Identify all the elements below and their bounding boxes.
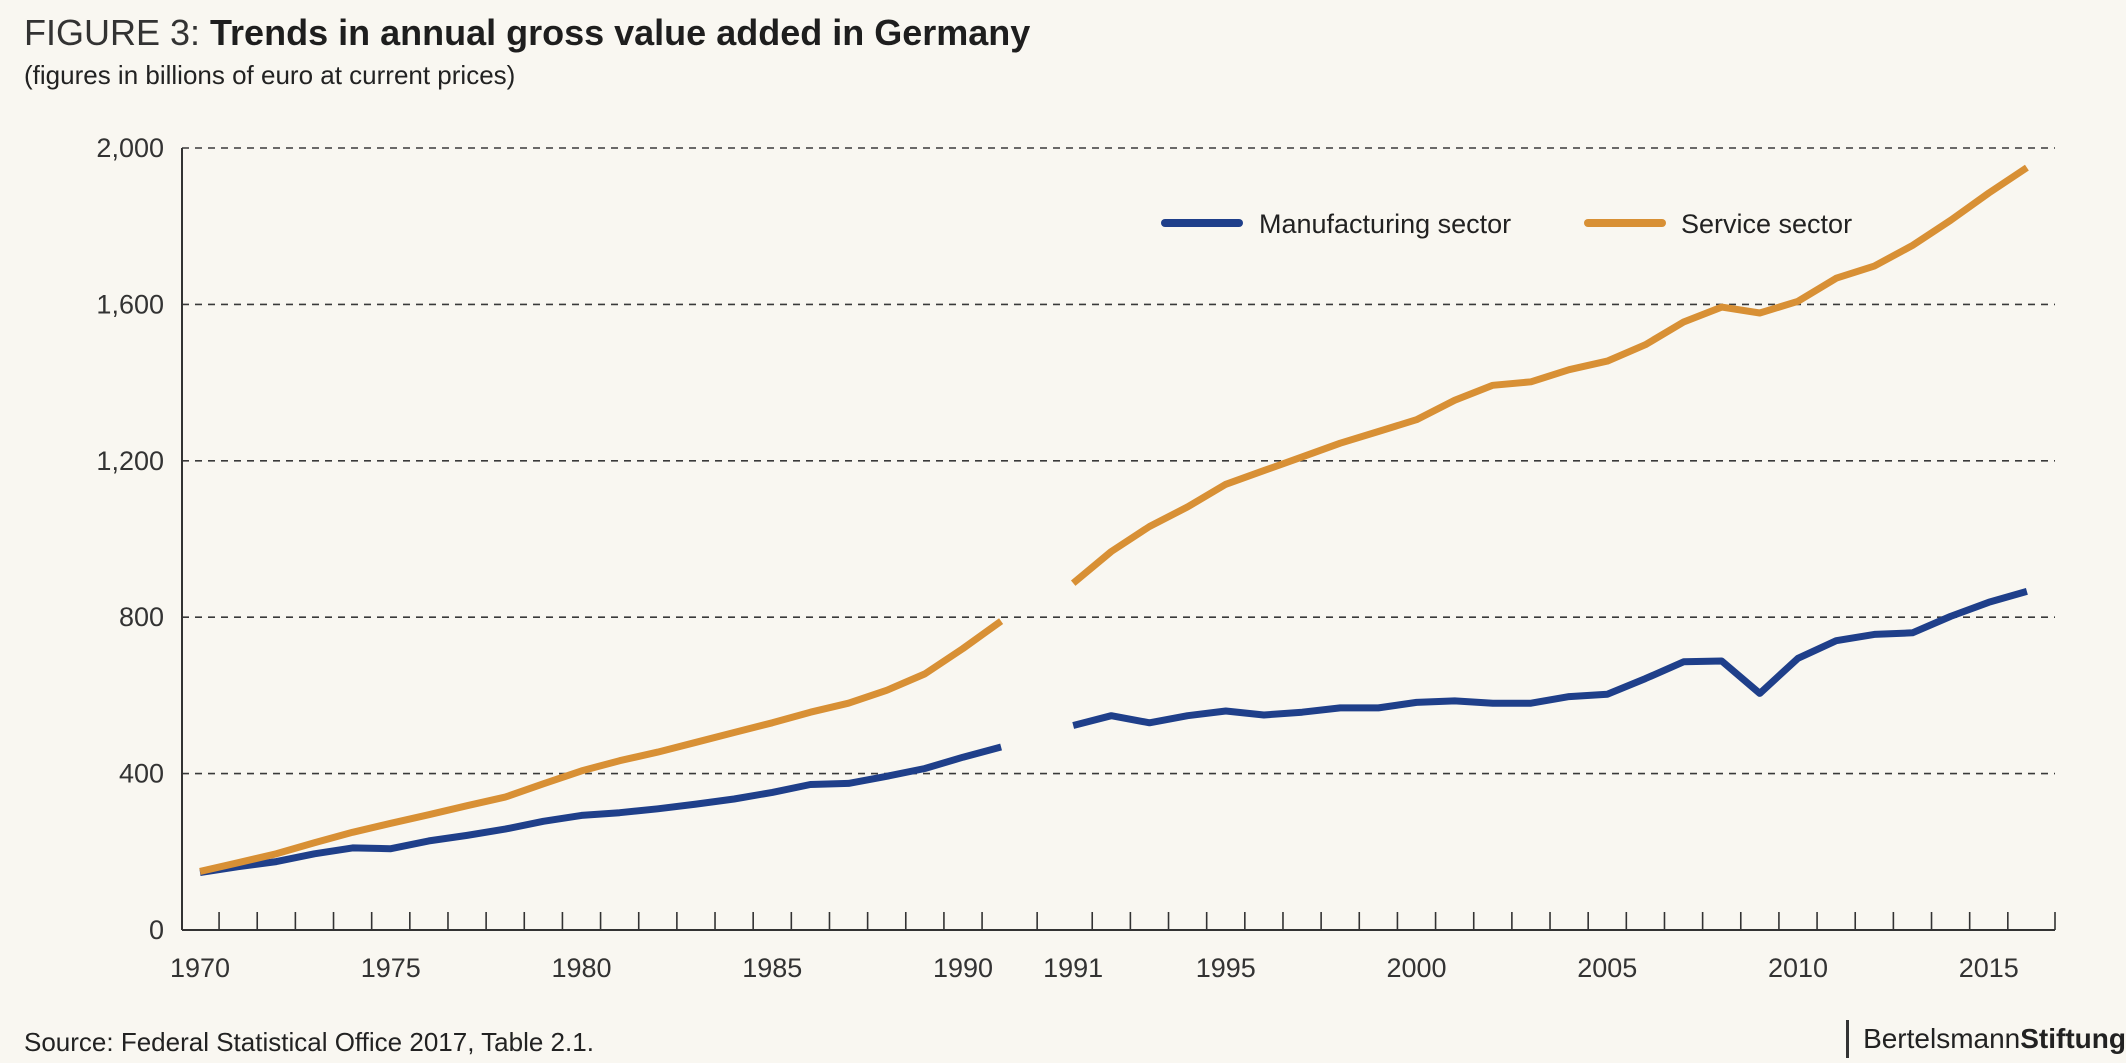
legend-label-manufacturing-sector: Manufacturing sector [1259, 209, 1511, 239]
x-tick-label: 1975 [361, 953, 421, 983]
x-tick-label: 2015 [1959, 953, 2019, 983]
x-tick-label: 1990 [933, 953, 993, 983]
manufacturing-sector-line-segment [1072, 588, 2028, 729]
x-tick-label: 2005 [1577, 953, 1637, 983]
x-tick-label: 1995 [1196, 953, 1256, 983]
y-tick-label: 1,200 [96, 446, 164, 476]
x-tick-label: 1991 [1043, 953, 1103, 983]
y-axis-tick-labels: 0 400 800 1,200 1,600 2,000 [96, 133, 164, 945]
y-tick-label: 1,600 [96, 289, 164, 319]
y-tick-label: 400 [119, 759, 164, 789]
x-axis-tick-labels: 1970 1975 1980 1985 1990 1991 1995 2000 2005 2010… [170, 953, 2019, 983]
y-tick-label: 2,000 [96, 133, 164, 163]
manufacturing-sector-line-segment [199, 743, 1003, 876]
legend: Manufacturing sector Service sector [1161, 209, 1852, 239]
gridlines [182, 147, 2055, 775]
y-tick-label: 0 [149, 915, 164, 945]
figure-title: FIGURE 3: Trends in annual gross value a… [24, 10, 1030, 56]
service-sector-line-segment [1070, 164, 2029, 586]
y-tick-label: 800 [119, 602, 164, 632]
chart-subtitle: (figures in billions of euro at current … [24, 60, 516, 90]
service-sector-line-segment [199, 618, 1004, 875]
x-tick-label: 1970 [170, 953, 230, 983]
x-tick-label: 1985 [742, 953, 802, 983]
brand-part-1: Bertelsmann [1863, 1023, 2021, 1054]
x-tick-label: 1980 [551, 953, 611, 983]
legend-label-service-sector: Service sector [1681, 209, 1852, 239]
series-lines [199, 164, 2029, 876]
x-tick-label: 2000 [1386, 953, 1446, 983]
axes [181, 148, 2056, 931]
source-note: Source: Federal Statistical Office 2017,… [24, 1027, 594, 1057]
figure-label: FIGURE 3: [24, 12, 201, 53]
brand-logo: BertelsmannStiftung [1846, 1020, 2126, 1058]
x-tick-label: 2010 [1768, 953, 1828, 983]
chart-title: Trends in annual gross value added in Ge… [210, 12, 1031, 53]
brand-part-2: Stiftung [2020, 1023, 2126, 1054]
